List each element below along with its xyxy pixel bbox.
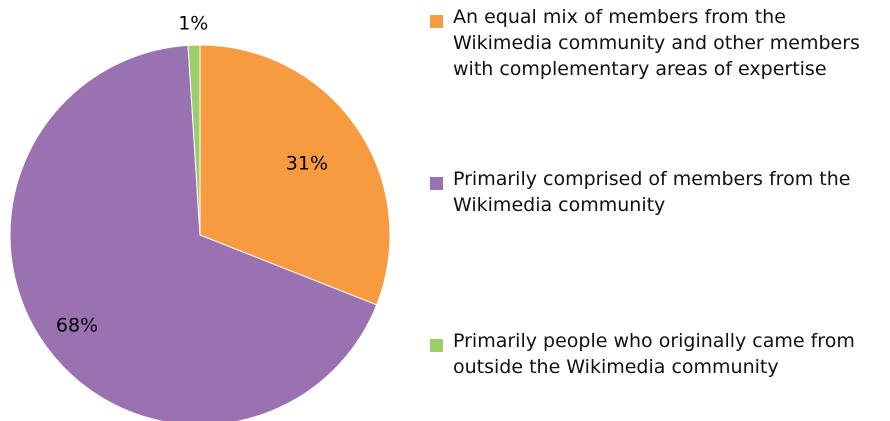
data-label-equal-mix: 31% <box>286 152 328 174</box>
legend-swatch-wikimedia-community <box>430 177 443 190</box>
legend-swatch-outside-community <box>430 339 443 352</box>
data-label-outside-community: 1% <box>178 12 208 34</box>
pie-slice-equal-mix <box>199 44 391 306</box>
pie-chart-svg: 31% 68% 1% <box>9 12 391 421</box>
data-label-wikimedia-community: 68% <box>56 314 98 336</box>
legend-swatch-equal-mix <box>430 15 443 28</box>
pie-slice-wikimedia-community <box>9 44 378 421</box>
legend-label-outside-community: Primarily people who originally came fro… <box>453 330 855 378</box>
pie-chart: 31% 68% 1% <box>0 0 400 421</box>
pie-slice-outside-community <box>187 44 201 236</box>
legend-label-wikimedia-community: Primarily comprised of members from the … <box>453 168 851 216</box>
legend-label-equal-mix: An equal mix of members from the Wikimed… <box>453 6 860 80</box>
